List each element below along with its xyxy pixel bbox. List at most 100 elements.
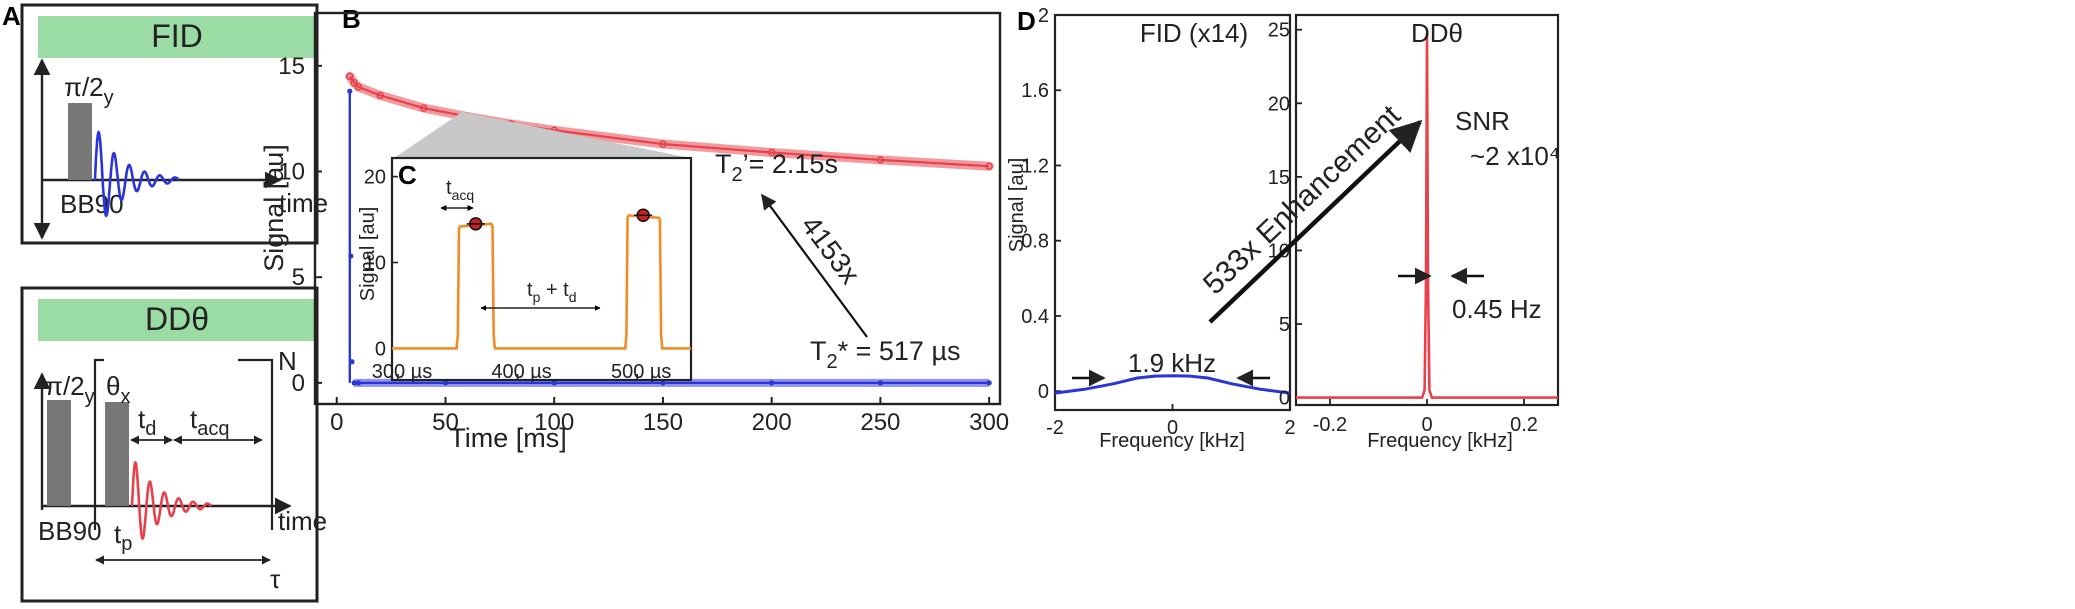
chart-c-frame [390, 156, 693, 382]
chart-b-dd-line [348, 75, 990, 168]
chart-d-fid-ytick-label: 1.2 [1021, 155, 1049, 177]
chart-d-dd-line [1296, 32, 1558, 399]
dd-bb90-label: BB90 [38, 516, 102, 546]
chart-d-dd-snr-value: ~2 x10⁴ [1470, 141, 1560, 171]
chart-b-dd-point [376, 91, 384, 100]
panel-a-fid: FID π/2y BB90 time [20, 3, 328, 245]
dd-tp-label: tp [114, 519, 132, 555]
chart-b-fid-point [551, 380, 557, 386]
chart-c-tptd-label: tp + td [527, 279, 577, 305]
chart-d-dd-ticks: -0.2 0 0.2 0 5 10 15 20 25 [1268, 20, 1538, 436]
fid-bb90-pulse [68, 103, 92, 180]
chart-c-ytick-label: 20 [364, 167, 386, 189]
chart-b-xtick-label: 150 [643, 409, 683, 436]
chart-b-dd-point [350, 78, 358, 87]
chart-c-ytick-label: 10 [364, 253, 386, 275]
chart-d-dd-ytick-label: 5 [1279, 314, 1290, 336]
chart-c-tacq-label: tacq [446, 177, 474, 203]
chart-c: C 300 µs 400 µs 500 µs 0 10 20 Signal [au] ta… [357, 156, 693, 383]
dd-tacq-label: tacq [190, 404, 229, 440]
chart-d-dd-width-label: 0.45 Hz [1452, 294, 1542, 324]
chart-d-fid: -2 0 200.40.81.21.62 FID (x14) Frequency [… [1006, 5, 1296, 452]
fid-pulse-label: π/2y [64, 72, 114, 109]
chart-b-enhancement-label: 4153x [795, 210, 866, 290]
chart-b-xtick-label: 200 [752, 409, 792, 436]
dd-tau-label: τ [270, 564, 281, 594]
chart-d-dd-ytick-label: 0 [1279, 388, 1290, 410]
chart-c-markers [466, 208, 653, 231]
chart-d-dd-xtick-label: 0.2 [1510, 414, 1538, 436]
chart-d-dd: -0.2 0 0.2 0 5 10 15 20 25 DDθ Frequency [kHz] S… [1268, 13, 1560, 452]
chart-b-dd-point [419, 104, 428, 112]
chart-b-dd-point [659, 140, 667, 148]
dd-header-title: DDθ [145, 301, 209, 337]
chart-b-fid-point [986, 380, 992, 386]
dd-wave [130, 460, 213, 541]
chart-b-xtick-label: 250 [860, 409, 900, 436]
chart-d-fid-ticks: -2 0 200.40.81.21.62 [1021, 5, 1295, 439]
panel-letter-d: D [1017, 6, 1036, 36]
chart-d-dd-ytick-label: 25 [1268, 20, 1290, 42]
chart-d-fid-width-label: 1.9 kHz [1128, 348, 1216, 378]
chart-b-dd-point [985, 162, 993, 170]
chart-b-t2prime: T2’= 2.15s [715, 149, 838, 186]
chart-b-fid-point [442, 380, 449, 386]
chart-b-dd-point [354, 83, 363, 91]
chart-c-xtick-label: 300 µs [372, 361, 432, 383]
dd-theta-label: θx [106, 371, 130, 408]
chart-c-signal-line [392, 213, 691, 350]
chart-d-dd-ytick-label: 20 [1268, 93, 1290, 115]
chart-b-fid-point [877, 380, 883, 386]
chart-b-fid-point [349, 359, 355, 365]
chart-b-fid-point [660, 380, 666, 386]
chart-b-dd-point [346, 72, 354, 81]
chart-d-dd-title: DDθ [1411, 18, 1463, 48]
panel-a-dd: DDθ π/2y θx td tacq N BB90 time tp τ [20, 286, 327, 603]
dd-pulse-label: π/2y [45, 371, 95, 408]
dd-header [38, 299, 316, 341]
chart-d-fid-xtick-label: 0 [1167, 417, 1178, 439]
fid-header-title: FID [151, 18, 203, 54]
chart-d-fid-ytick-label: 0.4 [1021, 306, 1049, 328]
dd-td-label: td [138, 404, 156, 440]
chart-d-dd-xlabel: Frequency [kHz] [1367, 430, 1513, 452]
chart-d-fid-xlabel: Frequency [kHz] [1099, 430, 1245, 452]
panel-letter-a: A [2, 1, 21, 31]
panel-letter-b: B [342, 4, 361, 34]
chart-b-xtick-label: 50 [432, 409, 459, 436]
chart-b-fid-point [348, 253, 354, 259]
chart-c-ticks: 300 µs 400 µs 500 µs 0 10 20 [364, 167, 672, 383]
chart-b-zoom-wedge [394, 112, 690, 158]
chart-c-xtick-label: 400 µs [491, 361, 551, 383]
fid-bb90-label: BB90 [60, 189, 124, 219]
chart-d-dd-xtick-label: -0.2 [1313, 414, 1347, 436]
chart-c-ytick-label: 0 [375, 338, 386, 360]
chart-b-ylabel: Signal [au] [259, 144, 289, 272]
chart-b-fid-point [355, 380, 362, 386]
fid-box [20, 3, 319, 245]
chart-b-dd-series [345, 71, 994, 171]
chart-b-enhancement-arrow [761, 193, 868, 338]
chart-b-t2star: T2* = 517 µs [810, 336, 961, 373]
chart-d-fid-ylabel: Signal [au] [1006, 158, 1028, 253]
chart-d-dd-ytick-label: 10 [1268, 240, 1290, 262]
chart-b-fid-point [347, 88, 353, 94]
dd-n-label: N [278, 346, 297, 376]
chart-d-fid-xtick-label: 2 [1284, 417, 1295, 439]
dd-theta-pulse [105, 402, 129, 506]
chart-d-dd-snr-label: SNR [1455, 106, 1510, 136]
chart-c-xtick-label: 500 µs [611, 361, 671, 383]
chart-b-dd-point [876, 156, 885, 164]
chart-d-enhancement-arrow [1208, 119, 1423, 324]
panel-letter-c: C [398, 160, 417, 190]
chart-b-fid-series [347, 88, 992, 387]
chart-b-ytick-label: 0 [292, 370, 305, 397]
chart-c-ylabel: Signal [au] [357, 207, 379, 302]
chart-d-fid-title: FID (x14) [1140, 18, 1248, 48]
chart-d-fid-ytick-label: 0 [1038, 381, 1049, 403]
dd-time-label: time [278, 506, 327, 536]
chart-b-fid-point [769, 380, 775, 386]
chart-d-fid-ytick-label: 2 [1038, 5, 1049, 27]
